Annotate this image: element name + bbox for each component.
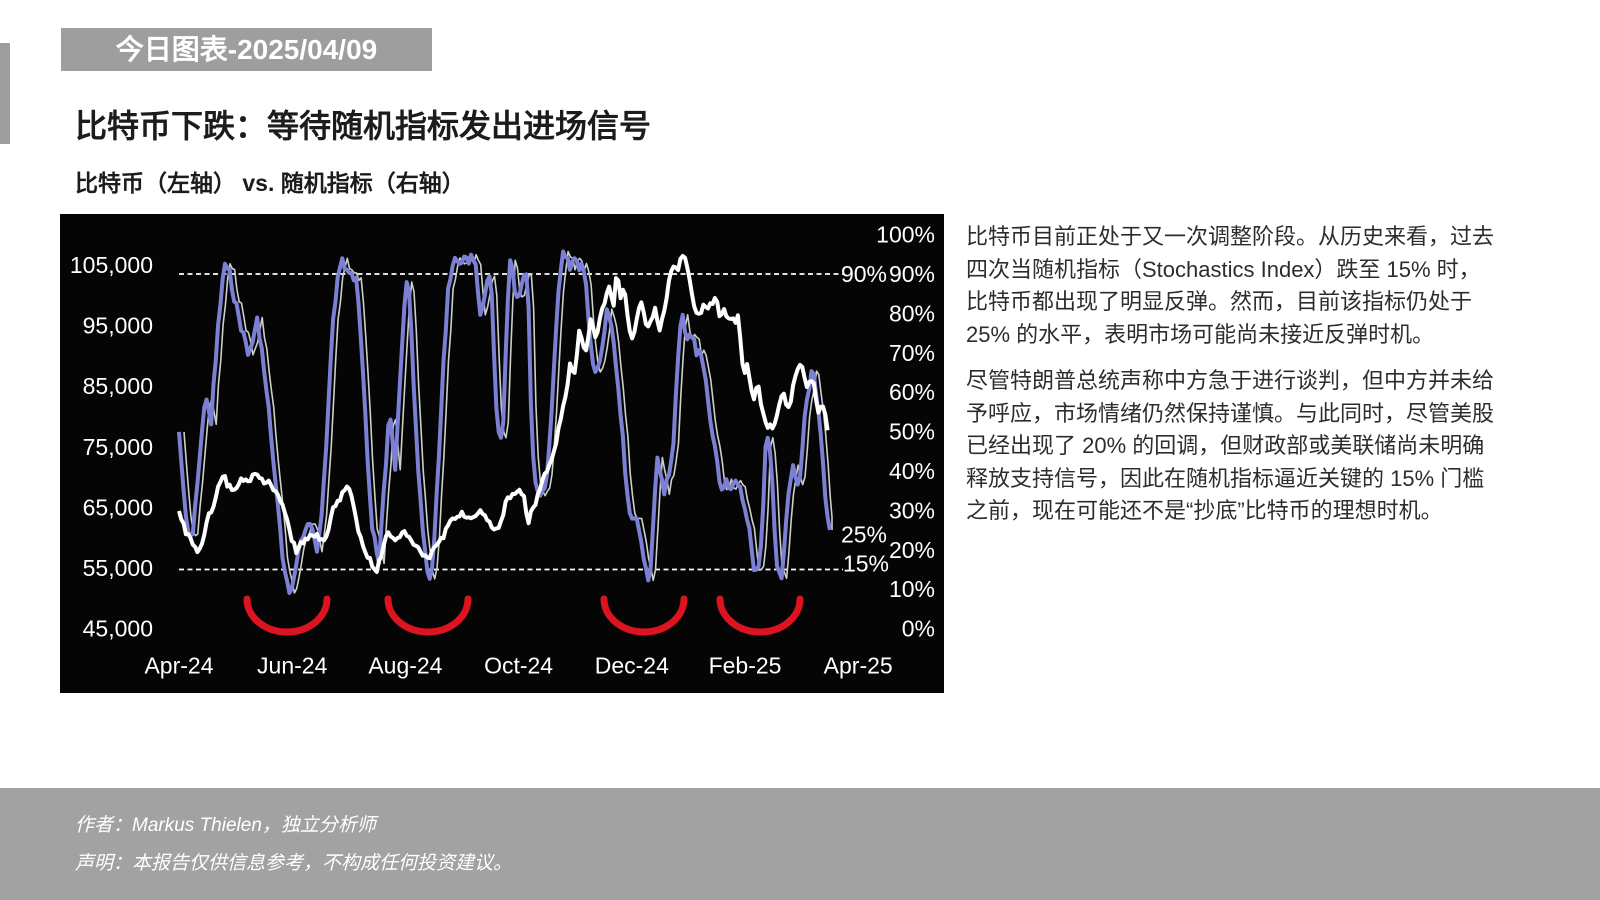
svg-text:10%: 10% xyxy=(889,576,935,602)
svg-text:90%: 90% xyxy=(889,261,935,287)
svg-text:65,000: 65,000 xyxy=(83,494,153,520)
svg-text:95,000: 95,000 xyxy=(83,313,153,339)
svg-text:Dec-24: Dec-24 xyxy=(595,652,669,678)
svg-text:60%: 60% xyxy=(889,379,935,405)
svg-text:90%: 90% xyxy=(841,261,887,287)
svg-text:Aug-24: Aug-24 xyxy=(368,652,442,678)
svg-text:105,000: 105,000 xyxy=(70,252,153,278)
svg-text:80%: 80% xyxy=(889,300,935,326)
svg-text:Apr-24: Apr-24 xyxy=(144,652,213,678)
svg-text:Oct-24: Oct-24 xyxy=(484,652,553,678)
svg-text:50%: 50% xyxy=(889,419,935,445)
svg-text:Jun-24: Jun-24 xyxy=(257,652,328,678)
svg-text:15%: 15% xyxy=(843,551,889,577)
svg-text:30%: 30% xyxy=(889,497,935,523)
svg-text:45,000: 45,000 xyxy=(83,616,153,642)
svg-text:20%: 20% xyxy=(889,537,935,563)
svg-text:70%: 70% xyxy=(889,340,935,366)
svg-text:85,000: 85,000 xyxy=(83,373,153,399)
svg-text:55,000: 55,000 xyxy=(83,555,153,581)
svg-text:Apr-25: Apr-25 xyxy=(824,652,893,678)
svg-text:25%: 25% xyxy=(841,522,887,548)
svg-text:0%: 0% xyxy=(902,616,935,642)
svg-text:40%: 40% xyxy=(889,458,935,484)
svg-text:75,000: 75,000 xyxy=(83,434,153,460)
svg-text:Feb-25: Feb-25 xyxy=(709,652,782,678)
svg-text:100%: 100% xyxy=(876,222,935,248)
